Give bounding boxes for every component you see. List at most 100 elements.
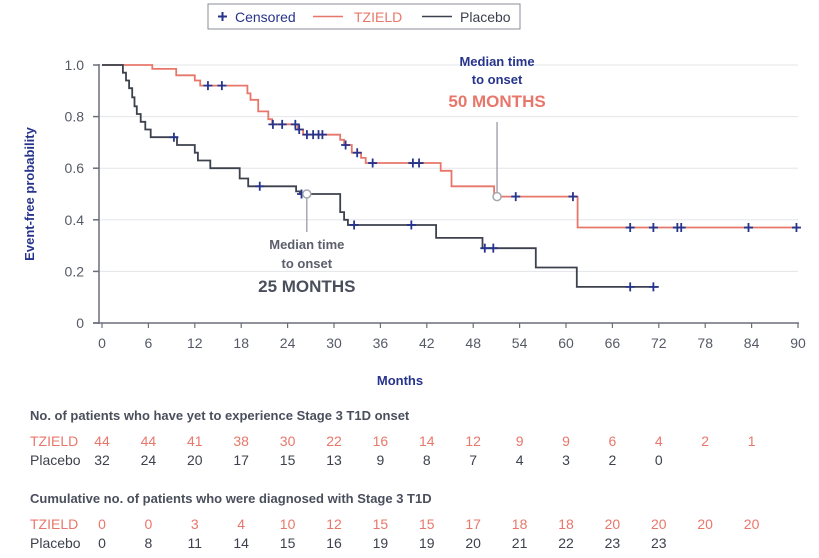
- annotation-line2: to onset: [282, 256, 333, 271]
- table-cell: 23: [651, 535, 667, 551]
- annotation-value: 25 MONTHS: [258, 277, 355, 296]
- legend-label-tzield: TZIELD: [354, 9, 402, 25]
- table-cell: 11: [187, 535, 203, 551]
- censor-mark: [648, 282, 658, 292]
- table-cell: 20: [604, 516, 621, 532]
- table-cell: 24: [140, 452, 157, 468]
- y-axis-title: Event-free probability: [22, 126, 37, 260]
- y-tick-label: 0.4: [65, 212, 85, 228]
- placebo-km-curve: [102, 64, 659, 288]
- table-cell: 15: [279, 535, 296, 551]
- table-cell: 15: [419, 516, 435, 532]
- table-cell: 44: [94, 433, 110, 449]
- at-risk-table-title: No. of patients who have yet to experien…: [30, 408, 410, 423]
- censor-mark: [744, 223, 754, 233]
- table-cell: 20: [187, 452, 203, 468]
- x-tick-label: 0: [98, 335, 106, 351]
- median-annotation-tzield: Median time to onset 50 MONTHS: [448, 54, 546, 202]
- y-axis-ticks: 0 0.2 0.4 0.6 0.8 1.0: [65, 57, 99, 331]
- censor-mark: [277, 119, 287, 129]
- x-tick-label: 18: [233, 335, 249, 351]
- table-cell: 20: [651, 516, 667, 532]
- legend-item-placebo: Placebo: [422, 9, 511, 25]
- censor-mark: [368, 158, 378, 168]
- legend-box: [207, 3, 521, 30]
- table-cell: 41: [187, 433, 203, 449]
- table-cell: 21: [511, 535, 528, 551]
- censor-mark: [169, 132, 179, 142]
- table-cell: 18: [511, 516, 528, 532]
- table-cell: 4: [654, 433, 663, 449]
- x-tick-label: 90: [790, 335, 806, 351]
- table-cell: 30: [279, 433, 296, 449]
- series-tzield: [102, 64, 801, 233]
- table-cell: 2: [608, 452, 617, 468]
- x-tick-label: 6: [145, 335, 153, 351]
- table-cell: 9: [562, 433, 570, 449]
- table-cell: 12: [326, 516, 342, 532]
- table-cell: 6: [608, 433, 617, 449]
- table-cell: 0: [98, 516, 106, 532]
- censor-mark: [294, 125, 304, 134]
- table-cell: 10: [279, 516, 296, 532]
- legend-item-censored: Censored: [218, 9, 296, 25]
- x-tick-label: 36: [373, 335, 389, 351]
- legend-label-placebo: Placebo: [460, 9, 511, 25]
- table-cell: 16: [372, 433, 389, 449]
- x-tick-label: 48: [465, 335, 481, 351]
- censor-mark: [488, 243, 498, 253]
- legend-item-tzield: TZIELD: [313, 9, 402, 25]
- median-annotations: Median time to onset 50 MONTHS Median time t…: [258, 54, 546, 296]
- table-cell: 20: [743, 516, 760, 532]
- x-tick-label: 84: [744, 335, 760, 351]
- x-tick-label: 24: [280, 335, 296, 351]
- table-cell: 2: [701, 433, 710, 449]
- y-tick-label: 0.2: [65, 263, 85, 279]
- table-cell: 4: [237, 516, 246, 532]
- censor-mark: [625, 223, 635, 233]
- annotation-line1: Median time: [269, 237, 344, 252]
- x-tick-label: 78: [697, 335, 713, 351]
- cumulative-table-title: Cumulative no. of patients who were diag…: [30, 491, 432, 506]
- censor-mark: [406, 220, 416, 230]
- table-cell: 9: [515, 433, 524, 449]
- annotation-line1: Median time: [459, 54, 534, 69]
- x-tick-label: 12: [187, 335, 203, 351]
- x-tick-label: 72: [651, 335, 667, 351]
- axes: [93, 64, 799, 324]
- series-placebo: [102, 64, 659, 292]
- table-cell: 12: [465, 433, 481, 449]
- table-cell: 13: [326, 452, 342, 468]
- table-cell: 15: [372, 516, 389, 532]
- table-cell: 19: [372, 535, 389, 551]
- censor-mark: [268, 119, 278, 129]
- censor-mark: [341, 140, 351, 150]
- table-cell: 22: [558, 535, 574, 551]
- table-cell: 17: [233, 452, 249, 468]
- censor-mark: [217, 81, 227, 91]
- median-marker: [302, 189, 312, 199]
- x-tick-label: 66: [605, 335, 621, 351]
- censor-mark: [791, 223, 801, 233]
- table-cell: 0: [654, 452, 663, 468]
- row-label: TZIELD: [30, 516, 79, 532]
- row-label: Placebo: [30, 535, 81, 551]
- median-marker: [492, 191, 502, 202]
- survival-curves: [102, 64, 801, 292]
- y-tick-label: 0.6: [65, 160, 85, 176]
- table-cell: 8: [422, 452, 431, 468]
- table-cell: 19: [419, 535, 435, 551]
- km-chart: Censored TZIELD Placebo 0 0.2 0.4 0.6 0.8 1.0…: [22, 3, 806, 388]
- table-cell: 14: [419, 433, 435, 449]
- table-cell: 1: [747, 433, 756, 449]
- row-label: Placebo: [30, 452, 81, 468]
- censor-mark: [317, 130, 327, 140]
- table-cell: 0: [98, 535, 106, 551]
- censor-mark: [203, 81, 213, 91]
- table-cell: 14: [233, 535, 249, 551]
- censor-mark: [255, 181, 265, 191]
- x-tick-label: 60: [558, 335, 574, 351]
- table-cell: 38: [233, 433, 249, 449]
- table-cell: 23: [604, 535, 621, 551]
- table-cell: 20: [697, 516, 713, 532]
